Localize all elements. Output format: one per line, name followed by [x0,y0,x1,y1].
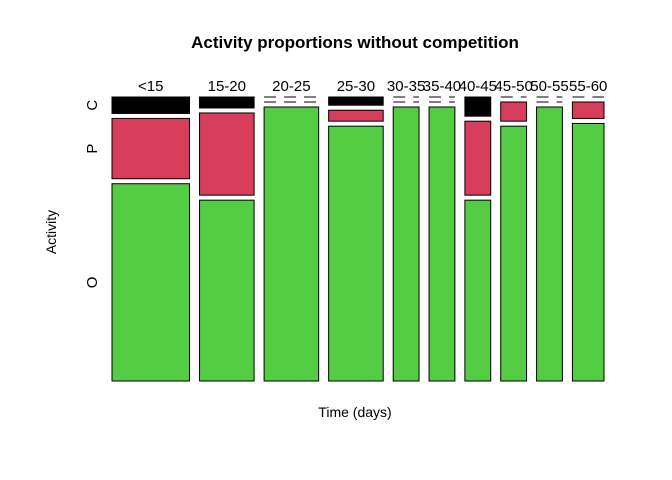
tile-15-20-P [199,112,255,196]
tile-55-60-P [571,101,605,119]
y-axis-label: Activity [43,210,59,254]
x-tick-label: 25-30 [337,78,375,95]
x-tick-label: 40-45 [459,78,497,95]
tile-50-55-O [536,106,563,382]
tile-20-25-O [263,106,320,382]
x-tick-label: 55-60 [569,78,607,95]
tile-25-30-P [328,109,384,122]
tile-35-40-O [428,106,456,382]
tile-25-30-O [328,125,384,382]
x-tick-label: 15-20 [208,78,246,95]
chart-title: Activity proportions without competition [191,33,519,52]
x-tick-label: 50-55 [530,78,568,95]
x-tick-label: 20-25 [272,78,310,95]
tile-40-45-O [464,199,492,382]
y-tick-label: P [84,144,101,154]
x-tick-label: 45-50 [494,78,532,95]
x-tick-label: <15 [138,78,163,95]
x-tick-label: 30-35 [387,78,425,95]
tile-30-35-O [392,106,420,382]
tile-15-20-C [199,96,255,109]
tile-40-45-P [464,120,492,196]
y-tick-label: O [84,277,101,289]
tile-55-60-O [571,122,605,382]
y-activity-labels: O P C [84,100,101,289]
x-axis-label: Time (days) [318,404,391,420]
tile-<15-C [111,96,191,114]
mosaic-tiles [111,96,605,382]
tile-45-50-P [500,101,528,122]
tile-<15-O [111,183,191,382]
tile-45-50-O [500,125,528,382]
tile-40-45-C [464,96,492,117]
x-category-labels: <15 15-20 20-25 25-30 30-3535-4040-4545-5050… [138,78,607,95]
tile-<15-P [111,117,191,180]
tile-25-30-C [328,96,384,106]
x-tick-label: 35-40 [423,78,461,95]
tile-15-20-O [199,199,255,382]
y-tick-label: C [84,100,101,111]
